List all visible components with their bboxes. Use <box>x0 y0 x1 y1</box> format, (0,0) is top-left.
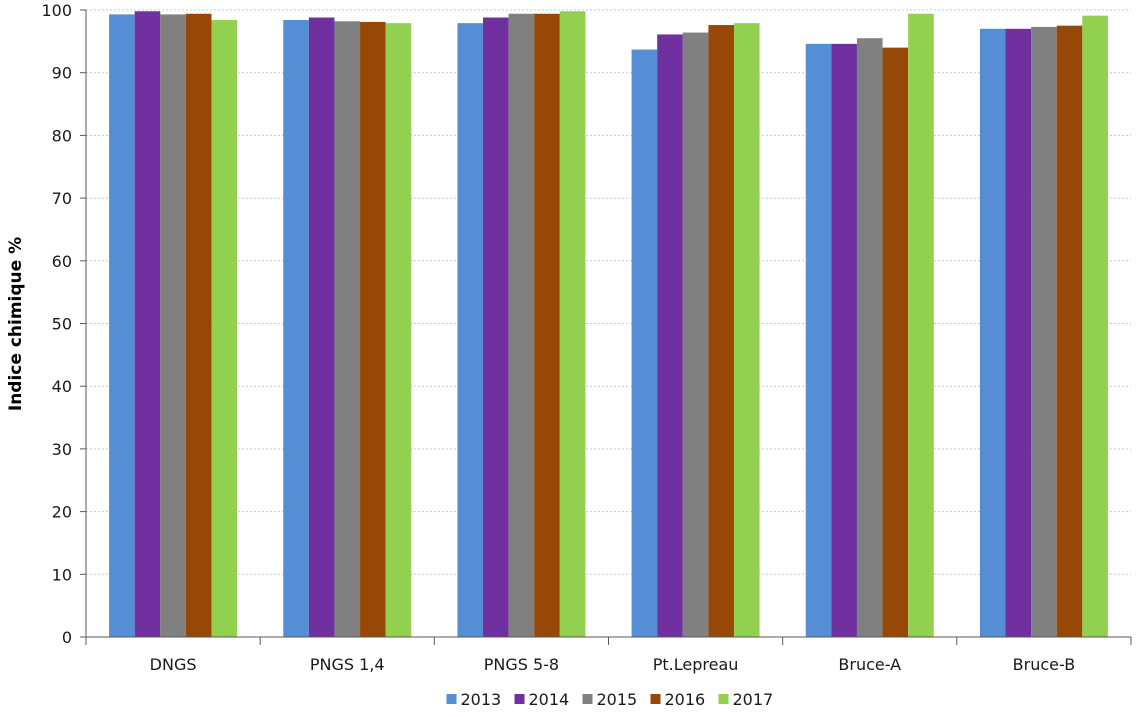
x-category-label: Bruce-A <box>838 655 901 674</box>
bar-2017-4 <box>908 13 934 637</box>
x-category-labels: DNGS PNGS 1,4 PNGS 5-8 Pt.Lepreau Bruce-A Bru… <box>150 655 1076 674</box>
bar-2017-2 <box>559 11 586 637</box>
x-category-label: PNGS 1,4 <box>310 655 385 674</box>
bar-2016-0 <box>185 13 212 637</box>
y-tick-label: 30 <box>52 440 72 459</box>
bar-2014-3 <box>657 34 683 637</box>
y-tick-label: 40 <box>52 377 72 396</box>
y-tick-label: 90 <box>52 64 72 83</box>
legend-label-2016: 2016 <box>665 690 706 709</box>
bar-2017-5 <box>1082 15 1108 637</box>
bar-2016-2 <box>534 13 560 637</box>
y-tick-label: 70 <box>52 189 72 208</box>
bar-2017-1 <box>385 23 412 638</box>
legend-label-2015: 2015 <box>597 690 638 709</box>
bar-2015-0 <box>160 14 186 638</box>
bar-2015-3 <box>682 32 709 637</box>
y-tick-label: 20 <box>52 503 72 522</box>
bar-2014-2 <box>483 17 509 638</box>
bar-2015-5 <box>1031 26 1057 637</box>
bars <box>109 11 1108 638</box>
bar-2013-0 <box>109 14 135 638</box>
bar-2016-3 <box>708 25 734 638</box>
bar-2014-4 <box>831 43 857 637</box>
x-category-label: PNGS 5-8 <box>484 655 559 674</box>
bar-2016-1 <box>360 21 386 637</box>
legend-label-2013: 2013 <box>461 690 502 709</box>
y-tick-label: 60 <box>52 252 72 271</box>
x-category-label: Bruce-B <box>1013 655 1076 674</box>
y-tick-labels: 0 10 20 30 40 50 60 70 80 90 100 <box>41 1 72 647</box>
legend-label-2014: 2014 <box>529 690 570 709</box>
bar-2013-4 <box>805 43 832 637</box>
x-category-label: Pt.Lepreau <box>653 655 739 674</box>
bar-2013-3 <box>631 49 658 638</box>
bar-2014-5 <box>1005 28 1032 638</box>
bar-2013-1 <box>283 20 309 638</box>
y-tick-label: 10 <box>52 565 72 584</box>
bar-2013-5 <box>979 28 1006 638</box>
legend: 2013 2014 2015 2016 2017 <box>446 690 774 709</box>
y-tick-label: 0 <box>62 628 72 647</box>
y-tick-label: 50 <box>52 315 72 334</box>
legend-swatch-2013 <box>446 694 457 704</box>
legend-label-2017: 2017 <box>733 690 774 709</box>
bar-2017-3 <box>733 23 760 638</box>
y-tick-label: 80 <box>52 126 72 145</box>
bar-2015-1 <box>334 21 361 637</box>
bar-2013-2 <box>457 23 484 638</box>
bar-2015-2 <box>508 13 535 637</box>
legend-swatch-2016 <box>650 694 661 704</box>
legend-swatch-2017 <box>718 694 729 704</box>
gridlines <box>86 9 1131 575</box>
bar-2016-5 <box>1056 25 1083 638</box>
bar-2015-4 <box>856 38 883 637</box>
legend-swatch-2015 <box>582 694 593 704</box>
legend-swatch-2014 <box>514 694 525 704</box>
y-axis-label: Indice chimique % <box>6 237 26 411</box>
y-tick-label: 100 <box>41 1 72 20</box>
bar-2016-4 <box>882 47 909 638</box>
axes <box>80 9 1132 645</box>
bar-2014-0 <box>134 11 161 637</box>
x-category-label: DNGS <box>150 655 197 674</box>
bar-2017-0 <box>211 20 238 638</box>
bar-2014-1 <box>308 17 335 638</box>
